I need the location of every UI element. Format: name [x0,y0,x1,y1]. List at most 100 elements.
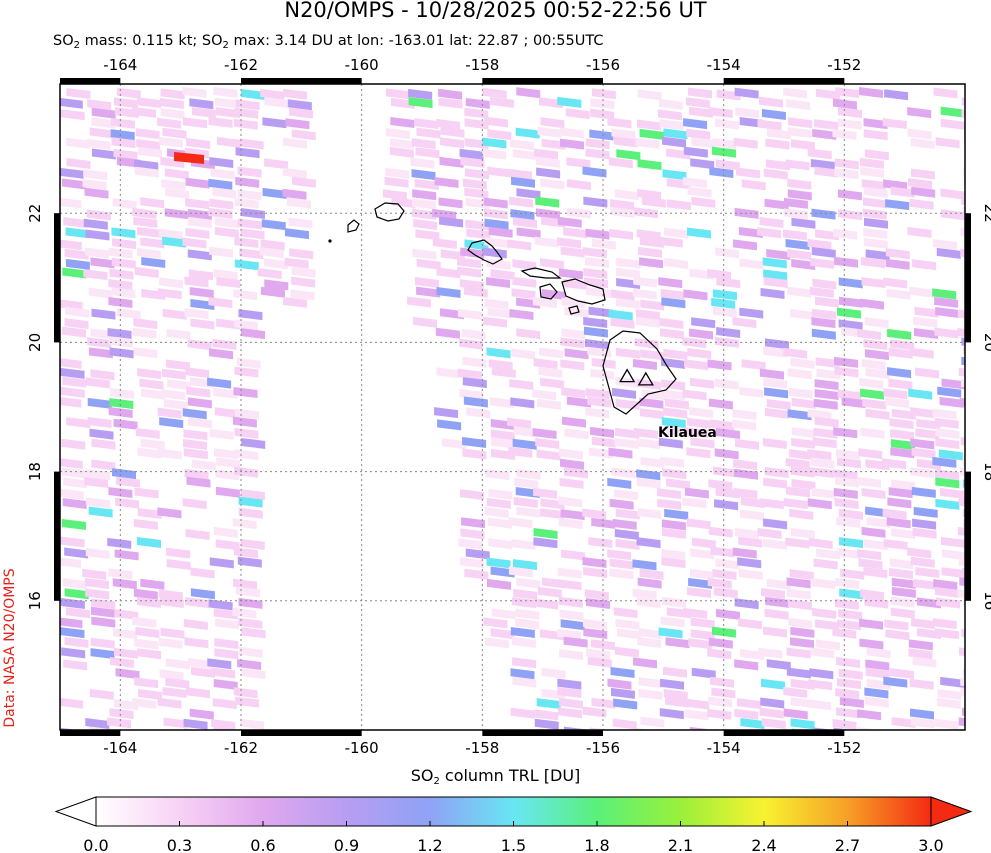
so2-pixel [161,368,186,380]
so2-pixel [583,627,608,639]
so2-pixel [541,667,566,679]
so2-pixel [661,379,686,391]
so2-pixel [587,346,612,358]
so2-pixel [961,196,965,206]
so2-pixel [864,149,889,161]
so2-pixel [709,167,734,179]
so2-pixel [436,267,461,279]
so2-pixel [957,309,965,319]
so2-pixel [511,539,536,550]
so2-pixel [613,607,638,619]
so2-pixel [714,499,739,511]
so2-pixel [60,109,85,121]
so2-pixel [916,628,941,640]
so2-pixel [88,347,113,359]
so2-pixel [83,218,108,230]
so2-pixel [963,728,965,730]
so2-pixel [186,137,211,149]
so2-pixel [732,419,757,431]
so2-pixel [609,498,634,510]
so2-pixel [160,88,185,100]
so2-pixel [666,607,691,619]
so2-pixel [89,127,114,139]
so2-pixel [858,558,883,570]
so2-pixel [757,227,782,239]
so2-pixel [289,248,314,260]
so2-pixel [912,578,937,590]
so2-pixel [86,138,111,150]
so2-pixel [761,718,786,730]
so2-pixel [513,426,538,438]
so2-pixel [764,198,789,210]
so2-pixel [490,96,515,108]
so2-pixel [811,308,836,320]
so2-pixel [109,656,134,668]
so2-pixel [439,156,464,168]
so2-pixel [114,699,139,711]
so2-pixel [509,196,534,208]
so2-pixel [540,117,565,129]
so2-pixel [863,339,888,351]
so2-pixel [64,636,89,648]
so2-pixel [639,408,664,420]
so2-pixel [890,607,915,619]
so2-pixel [482,247,507,259]
so2-pixel [886,517,911,529]
so2-pixel [712,138,737,150]
so2-pixel [786,577,811,589]
so2-pixel [564,348,589,360]
so2-pixel [558,596,583,608]
so2-pixel [889,418,914,430]
so2-pixel [484,218,509,230]
so2-pixel [182,237,207,249]
so2-pixel [664,227,689,239]
so2-pixel [563,636,588,648]
so2-pixel [965,88,989,99]
so2-pixel [134,266,159,278]
so2-pixel [112,578,137,590]
lat-tick-label-left: 18 [26,462,44,481]
so2-pixel [615,297,640,309]
so2-pixel [961,337,965,346]
so2-pixel [958,497,965,507]
so2-pixel [491,449,516,461]
so2-pixel [734,468,759,480]
lon-tick-label-bottom: -152 [827,739,861,757]
so2-pixel [663,407,688,419]
so2-pixel [664,398,689,410]
so2-pixel [589,727,611,730]
so2-pixel [90,369,115,381]
so2-pixel [961,356,965,366]
so2-pixel [814,296,839,308]
so2-pixel [610,289,635,301]
so2-pixel [209,348,234,360]
so2-pixel [508,566,533,578]
so2-pixel [66,137,91,149]
so2-pixel [65,227,90,239]
so2-pixel [683,118,708,130]
so2-pixel [713,587,738,599]
so2-pixel [583,567,608,579]
so2-max-pixel [174,151,205,164]
so2-pixel [761,108,786,120]
so2-pixel [438,197,463,209]
hawaii-coastlines [328,202,677,415]
lon-tick-label-top: -158 [465,56,499,74]
so2-pixel [137,537,162,549]
island-coastline [467,239,503,265]
so2-pixel [941,567,965,579]
so2-pixel [684,359,709,371]
so2-pixel [488,359,513,371]
so2-pixel [586,286,611,298]
so2-pixel [83,269,108,281]
so2-pixel [791,258,816,270]
so2-pixel [858,448,883,460]
so2-pixel [636,477,661,489]
so2-pixel [891,408,916,420]
so2-pixel [512,657,537,669]
so2-pixel [636,378,661,390]
so2-pixel [585,148,610,160]
so2-pixel [60,197,82,209]
so2-pixel [134,487,159,499]
so2-pixel [908,388,933,400]
